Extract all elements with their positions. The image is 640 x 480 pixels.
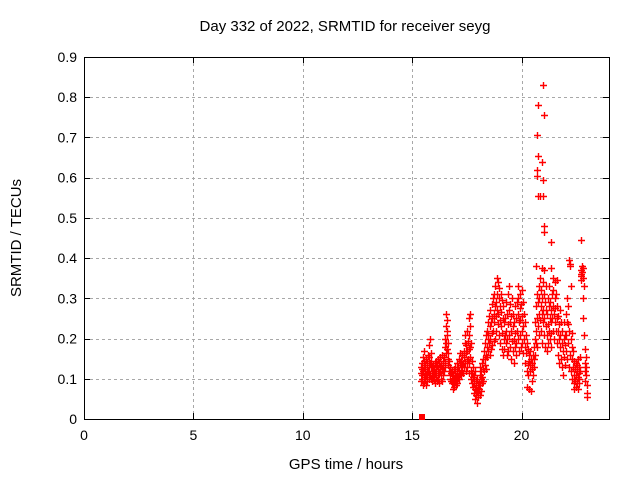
y-tick-label: 0.6 (58, 170, 78, 186)
y-axis-label: SRMTID / TECUs (8, 179, 25, 297)
x-tick-label: 5 (189, 427, 197, 443)
y-tick-label: 0.9 (58, 49, 78, 65)
y-tick-label: 0 (69, 411, 77, 427)
scatter-points (418, 82, 591, 407)
zero-value-point (419, 414, 425, 420)
x-tick-label: 10 (295, 427, 311, 443)
y-tick-label: 0.1 (58, 371, 78, 387)
y-tick-label: 0.4 (58, 250, 78, 266)
x-tick-label: 0 (80, 427, 88, 443)
x-axis-label: GPS time / hours (289, 456, 403, 473)
chart-title: Day 332 of 2022, SRMTID for receiver sey… (200, 18, 491, 35)
plot-border (84, 57, 610, 420)
y-tick-label: 0.8 (58, 89, 78, 105)
y-tick-label: 0.5 (58, 210, 78, 226)
y-tick-label: 0.2 (58, 331, 78, 347)
x-tick-label: 15 (404, 427, 420, 443)
y-tick-label: 0.7 (58, 129, 78, 145)
x-tick-label: 20 (514, 427, 530, 443)
y-tick-label: 0.3 (58, 290, 78, 306)
